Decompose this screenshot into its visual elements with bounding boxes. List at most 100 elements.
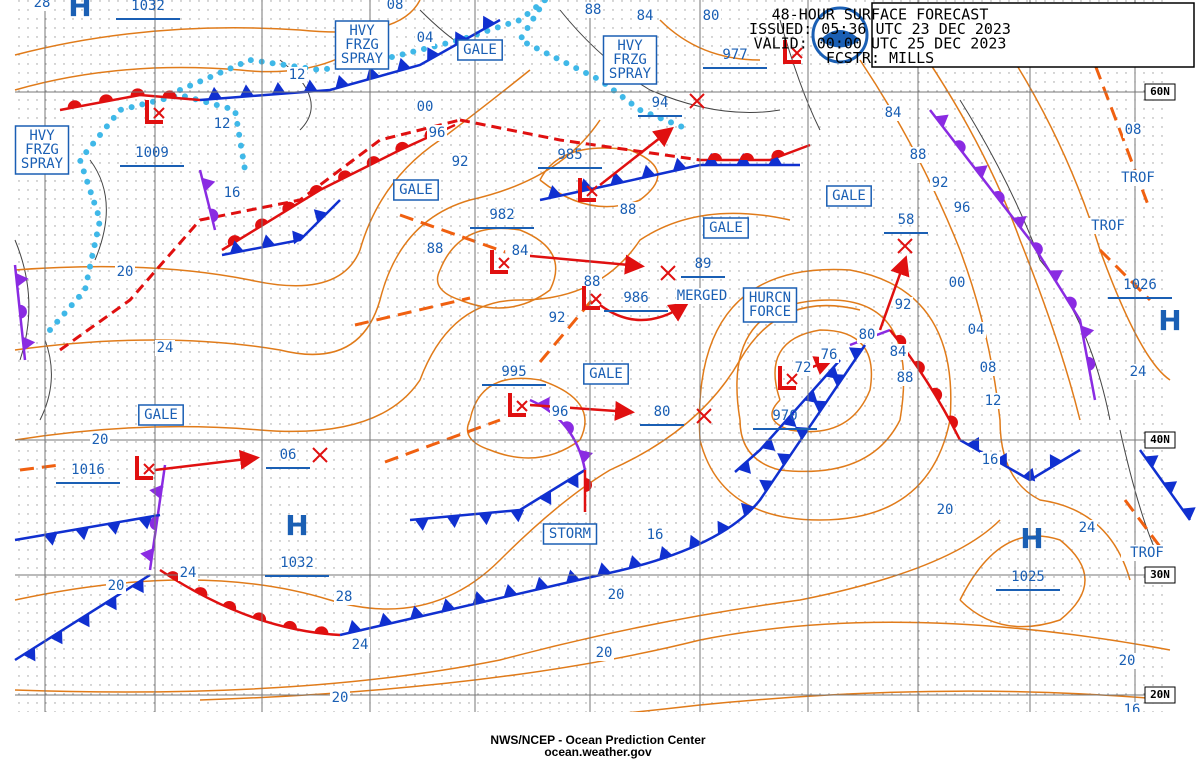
warm-front-pip [954, 140, 966, 153]
cold-front-pip [1049, 454, 1063, 468]
isobar-label: 92 [549, 310, 566, 326]
warning-text: HURCN [749, 290, 791, 306]
low-pressure: 970 [772, 408, 797, 424]
high-pressure: 1032 [131, 0, 165, 14]
isobar-label: 04 [417, 30, 434, 46]
cold-front-pip [75, 527, 90, 541]
cold-front-pip [201, 177, 216, 192]
warning-box [542, 523, 598, 545]
header-line: ISSUED: 05:36 UTC 23 DEC 2023 [749, 20, 1011, 38]
warning-box [393, 179, 439, 201]
isobar-label-bg [935, 502, 955, 518]
warning-text: SPRAY [609, 66, 652, 82]
isobar-label: 00 [417, 99, 434, 115]
warning-text: GALE [144, 407, 178, 423]
isobar-label-bg [178, 565, 198, 581]
footer-band [15, 712, 1167, 764]
isobar-label: 92 [932, 175, 949, 191]
warm-front-pip [708, 153, 722, 160]
warm-front-pip [194, 587, 208, 598]
isobar-label-bg [594, 645, 614, 661]
lat-label-box [1144, 566, 1176, 584]
isobar-label: 20 [108, 578, 125, 594]
cold-front-pip [741, 502, 755, 517]
ridges [59, 118, 701, 352]
isobar-label-bg [978, 360, 998, 376]
warning-text: HVY [617, 38, 643, 54]
isobar-label-bg [582, 274, 602, 290]
warning-text: HVY [349, 23, 375, 39]
warm-front-pip [931, 387, 943, 401]
cold-front-pip [848, 347, 863, 360]
cold-front-pip [50, 630, 63, 645]
warning-text: FRZG [345, 37, 379, 53]
isobar-label: 08 [1125, 122, 1142, 138]
warning-text: FRZG [613, 52, 647, 68]
isobar-label-bg [550, 404, 570, 420]
low-center-x [143, 463, 155, 475]
warning-box [138, 404, 184, 426]
warning-text: GALE [709, 220, 743, 236]
isobar-label: 80 [859, 327, 876, 343]
warning-text: FORCE [749, 304, 791, 320]
cold-front-pip [813, 400, 827, 413]
cold-front-pip [292, 230, 306, 245]
isobar-label: 80 [703, 8, 720, 24]
low-symbol [508, 393, 526, 417]
isobar-label: 88 [585, 2, 602, 18]
latitude-label: 30N [1150, 568, 1170, 581]
high-pressure: 1025 [1011, 569, 1045, 585]
cold-front-pip [207, 86, 222, 100]
cold-front-pip [768, 153, 783, 165]
low-pressure: 985 [557, 147, 582, 163]
cold-front-pip [641, 164, 656, 178]
isobar-label: 24 [1130, 364, 1147, 380]
cold-front-pip [782, 413, 797, 428]
forecast-pressure: 94 [652, 95, 669, 111]
isobar-label-bg [115, 264, 135, 280]
low-center-x [791, 47, 803, 59]
low-center-x [586, 185, 598, 197]
isobar-label-bg [966, 322, 986, 338]
low-symbol [490, 250, 508, 274]
low-symbol [145, 100, 163, 124]
isobar-label: 84 [890, 344, 907, 360]
isobar-label-bg [1117, 653, 1137, 669]
forecast-x [660, 265, 676, 281]
cold-front-pip [547, 185, 562, 199]
forecast-pressure: 58 [898, 212, 915, 228]
warm-front-pip [166, 571, 180, 582]
low-symbol [783, 40, 801, 64]
isobar-label-bg [425, 241, 445, 257]
isobar-label: 84 [885, 105, 902, 121]
low-center-x [786, 373, 798, 385]
cold-front-pip [689, 534, 702, 549]
isobar-label: 88 [427, 241, 444, 257]
cold-front-pip [659, 546, 673, 560]
warm-front-pip [222, 601, 237, 611]
warning-box [602, 35, 658, 85]
low-pressure: 995 [501, 364, 526, 380]
warning-text: GALE [463, 42, 497, 58]
isobar-label-bg [895, 370, 915, 386]
isobar-label: 20 [1119, 653, 1136, 669]
forecast-pressure: 06 [280, 447, 297, 463]
isobar-label-bg [1077, 520, 1097, 536]
isobar-label-bg [606, 587, 626, 603]
cold-front-pip [131, 579, 144, 594]
warm-front-pip [1086, 356, 1096, 371]
cold-front-pip [777, 453, 791, 466]
warning-box [826, 185, 872, 207]
isobar-label: 84 [637, 8, 654, 24]
note-bg [676, 288, 728, 304]
isobar-label-bg [510, 243, 530, 259]
cold-front-pip [271, 81, 286, 95]
high-symbol: H [68, 0, 91, 23]
isobar-label-bg [857, 327, 877, 343]
cold-front-pip [737, 460, 751, 474]
warm-front-pip [562, 421, 574, 434]
cold-front-pip [566, 474, 579, 489]
low-center-x [498, 257, 510, 269]
cold-front-pip [23, 647, 36, 662]
cold-front-pip [672, 157, 687, 172]
